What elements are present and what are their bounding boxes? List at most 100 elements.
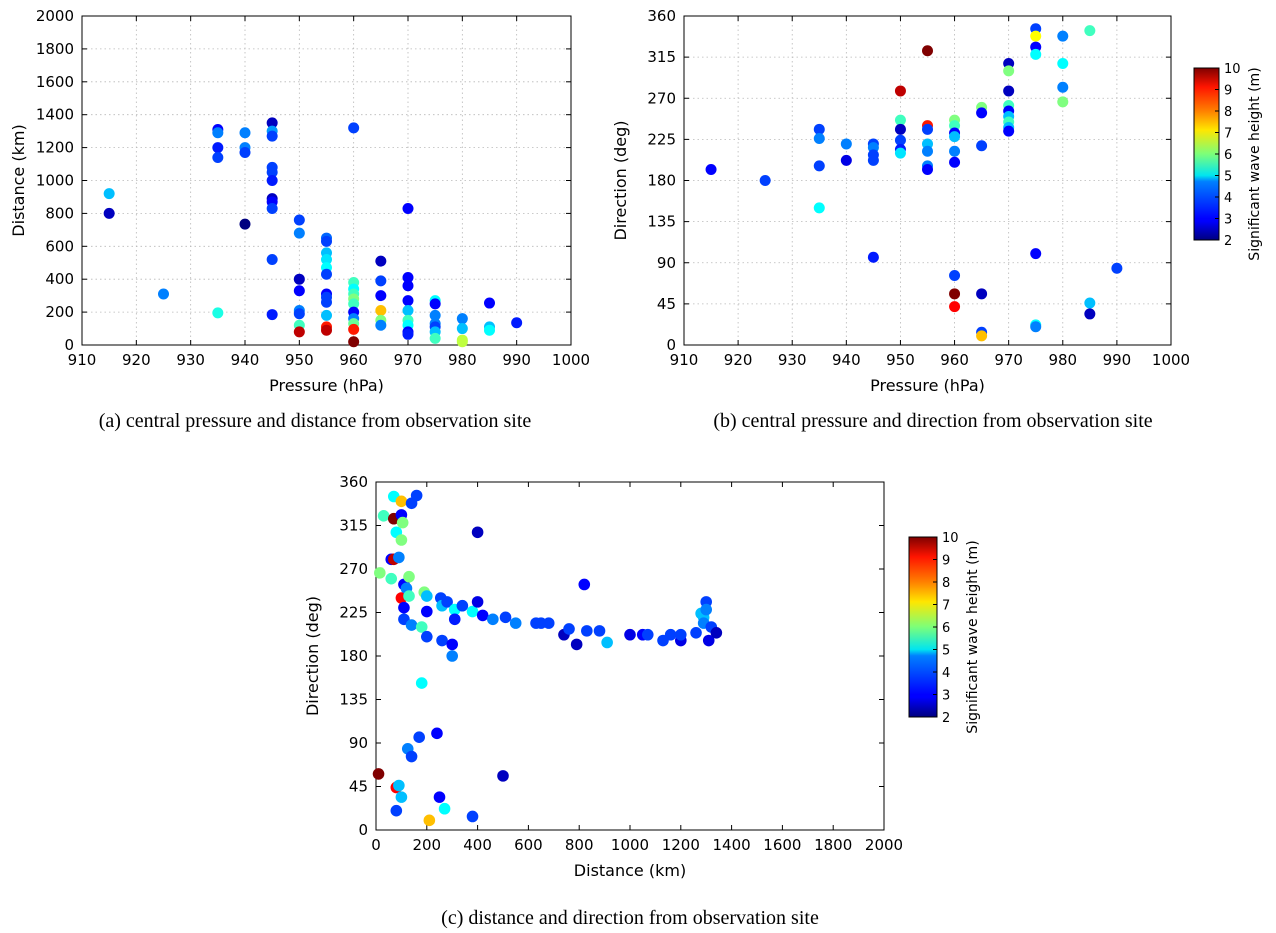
x-tick-label: 1000 <box>1152 351 1190 369</box>
data-point <box>405 619 418 631</box>
colorbar-tick-label: 3 <box>942 689 950 704</box>
colorbar-tick-label: 10 <box>942 531 959 546</box>
colorbar-tick-label: 10 <box>1224 62 1241 77</box>
data-point <box>949 288 961 300</box>
data-point <box>976 288 988 300</box>
data-point <box>266 130 278 142</box>
data-point <box>1084 297 1096 309</box>
colorbar-tick-label: 2 <box>1224 234 1232 249</box>
colorbar-tick-label: 2 <box>942 711 950 726</box>
data-point <box>421 590 433 602</box>
data-point <box>949 145 961 157</box>
data-point <box>266 253 278 265</box>
data-point <box>1030 48 1042 60</box>
y-tick-label: 135 <box>647 213 676 231</box>
data-point <box>813 160 825 172</box>
x-tick-label: 2000 <box>865 836 903 854</box>
colorbar-tick-label: 9 <box>942 554 950 569</box>
data-point <box>581 625 593 637</box>
data-point <box>266 175 278 186</box>
x-tick-label: 940 <box>231 351 260 369</box>
data-point <box>402 304 414 316</box>
data-point <box>402 280 414 292</box>
x-tick-label: 910 <box>670 351 699 369</box>
data-point <box>675 628 687 641</box>
data-point <box>840 154 852 166</box>
y-tick-label: 225 <box>339 604 368 622</box>
data-point <box>103 188 115 200</box>
data-point <box>456 599 469 612</box>
data-point <box>484 297 495 309</box>
data-point <box>1030 248 1042 260</box>
data-point <box>1084 308 1096 320</box>
chart-a: 910 920 930 940 950 960 970 980 990 1000 0 200 400 60… <box>9 7 590 395</box>
y-tick-label: 135 <box>339 691 368 709</box>
data-point <box>402 272 414 284</box>
colorbar-tick-label: 8 <box>942 576 950 591</box>
x-tick-label: 1000 <box>611 836 649 854</box>
data-point <box>542 617 555 629</box>
colorbar-tick-label: 6 <box>1224 148 1232 163</box>
data-point <box>398 601 410 614</box>
data-point <box>1057 96 1069 108</box>
data-point <box>413 731 425 743</box>
data-point <box>1030 30 1042 42</box>
data-point <box>578 578 591 591</box>
y-tick-label: 360 <box>339 473 368 491</box>
y-tick-label: 2000 <box>36 7 74 25</box>
data-point <box>421 630 433 643</box>
caption-c: (c) distance and direction from observat… <box>441 907 819 929</box>
y-tick-label: 270 <box>647 89 676 107</box>
data-point <box>922 145 933 157</box>
data-point <box>570 638 583 651</box>
data-point <box>395 495 408 508</box>
data-point <box>429 332 441 344</box>
colorbar-gradient <box>1193 67 1220 241</box>
data-point <box>395 534 408 546</box>
x-tick-label: 950 <box>285 351 314 369</box>
data-point <box>293 326 305 338</box>
data-point <box>894 123 906 135</box>
data-point <box>894 85 906 97</box>
x-tick-label: 940 <box>832 351 861 369</box>
data-point <box>293 273 305 285</box>
data-point <box>456 313 468 325</box>
data-point <box>293 308 305 320</box>
data-point <box>499 611 512 624</box>
data-point <box>321 324 332 336</box>
data-point <box>402 328 414 340</box>
y-axis-label: Distance (km) <box>9 124 28 236</box>
caption-a: (a) central pressure and distance from o… <box>99 410 532 432</box>
data-point <box>894 114 906 126</box>
data-point <box>476 609 489 622</box>
data-point <box>867 154 879 166</box>
y-tick-label: 600 <box>45 237 74 255</box>
data-point <box>1084 25 1096 37</box>
data-point <box>1003 65 1015 77</box>
x-tick-label: 920 <box>122 351 151 369</box>
data-point <box>385 572 398 585</box>
y-tick-label: 400 <box>45 270 74 288</box>
y-tick-label: 45 <box>657 295 676 313</box>
x-axis-label: Distance (km) <box>574 861 686 880</box>
x-tick-label: 800 <box>565 836 594 854</box>
data-point <box>471 596 484 608</box>
y-tick-label: 180 <box>339 647 368 665</box>
data-point <box>239 127 251 139</box>
x-tick-label: 960 <box>339 351 368 369</box>
y-tick-label: 1800 <box>36 40 74 58</box>
data-point <box>372 768 385 780</box>
y-tick-label: 1600 <box>36 73 74 91</box>
data-point <box>759 175 771 186</box>
data-point <box>212 307 224 319</box>
data-point <box>1003 85 1015 97</box>
data-point <box>374 567 386 579</box>
y-tick-label: 0 <box>358 821 368 839</box>
data-point <box>1030 321 1042 333</box>
colorbar-tick-label: 4 <box>942 666 950 681</box>
x-tick-label: 960 <box>940 351 969 369</box>
y-tick-label: 225 <box>647 130 676 148</box>
y-tick-label: 1400 <box>36 106 74 124</box>
data-point <box>423 814 436 827</box>
data-point <box>700 603 712 616</box>
